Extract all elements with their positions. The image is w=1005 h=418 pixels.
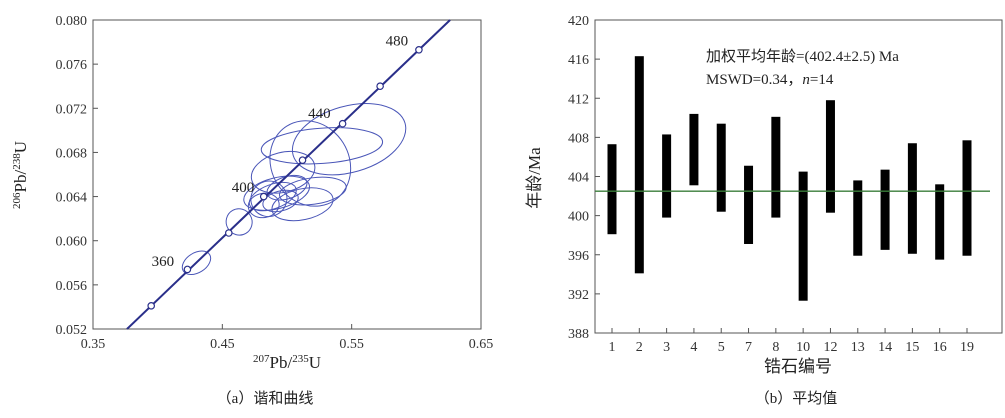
concordia-ylabel: 206Pb/238U [11, 141, 30, 209]
age-error-bar [798, 171, 808, 301]
concordia-y-tick-label: 0.056 [56, 279, 88, 294]
age-error-bar [853, 180, 863, 256]
error-ellipse [262, 189, 299, 213]
age-error-bar [825, 100, 835, 213]
concordia-age-point [338, 119, 347, 128]
mean-age-y-tick-label: 392 [568, 288, 589, 303]
age-error-bar [607, 144, 617, 235]
mean-age-bars [607, 56, 972, 301]
n-symbol: n [802, 72, 810, 88]
mean-age-x-tick-label: 15 [905, 340, 919, 355]
mean-age-x-tick-label: 19 [960, 340, 974, 355]
error-ellipse [181, 250, 212, 276]
mean-age-x-tick-label: 8 [772, 340, 779, 355]
mean-age-y-tick-label: 400 [568, 210, 589, 225]
concordia-xlabel: 207Pb/235U [253, 353, 321, 372]
mean-age-x-tick-label: 10 [796, 340, 810, 355]
error-ellipse [291, 103, 407, 176]
age-error-bar [662, 134, 672, 218]
mean-age-x-tick-label: 16 [933, 340, 947, 355]
concordia-age-point [259, 192, 268, 201]
age-error-bar [744, 165, 754, 244]
concordia-x-tick-label: 0.55 [339, 337, 364, 352]
concordia-age-label: 480 [386, 33, 409, 49]
n-value: =14 [810, 72, 834, 88]
error-ellipse [250, 150, 316, 194]
mean-age-y-tick-label: 420 [568, 14, 589, 29]
mean-age-x-tick-label: 2 [636, 340, 643, 355]
concordia-age-label: 400 [232, 180, 255, 196]
concordia-caption: （a）谐和曲线 [217, 390, 314, 407]
age-error-bar [634, 56, 644, 274]
mean-age-y-tick-label: 408 [568, 131, 589, 146]
mean-age-x-tick-label: 12 [823, 340, 837, 355]
mean-age-x-tick-label: 1 [609, 340, 616, 355]
concordia-curve [126, 19, 451, 330]
concordia-age-point [183, 265, 192, 274]
concordia-ellipses [181, 103, 407, 276]
concordia-ticks: 0.35 0.45 0.55 0.65 0.052 0.056 0.060 0.064 0.06… [56, 14, 494, 352]
mean-age-y-tick-label: 404 [568, 171, 589, 186]
error-ellipse [271, 187, 334, 222]
age-error-bar [935, 184, 945, 260]
mean-age-y-tick-label: 412 [568, 92, 589, 107]
error-ellipse [248, 181, 297, 212]
concordia-y-tick-label: 0.068 [56, 146, 88, 161]
error-ellipse [260, 127, 384, 165]
error-ellipse [225, 208, 253, 236]
concordia-age-labels: 480 440 400 360 [152, 33, 409, 270]
mswd-text: MSWD=0.34， [706, 72, 802, 88]
mean-age-xlabel: 锆石编号 [764, 357, 832, 376]
mean-annotation-line1: 加权平均年龄=(402.4±2.5) Ma [706, 48, 899, 65]
concordia-y-tick-label: 0.052 [56, 323, 88, 338]
error-ellipse [279, 176, 347, 206]
mean-age-x-tick-label: 3 [663, 340, 670, 355]
concordia-y-tick-label: 0.072 [56, 102, 88, 117]
concordia-age-point [147, 302, 156, 310]
concordia-y-tick-label: 0.076 [56, 58, 88, 73]
concordia-y-tick-label: 0.064 [56, 191, 88, 206]
concordia-plot-frame [92, 19, 482, 330]
mean-age-x-tick-label: 13 [851, 340, 865, 355]
concordia-curve-group [126, 19, 451, 330]
age-error-bar [880, 169, 890, 250]
concordia-x-tick-label: 0.65 [469, 337, 494, 352]
age-error-bar [907, 143, 917, 254]
concordia-age-label: 440 [308, 106, 331, 122]
mean-age-x-tick-label: 7 [745, 340, 752, 355]
age-error-bar [689, 113, 699, 186]
age-error-bar [771, 116, 781, 218]
concordia-x-tick-label: 0.45 [210, 337, 235, 352]
mean-age-y-tick-label: 396 [568, 249, 589, 264]
mean-age-x-tick-label: 14 [878, 340, 892, 355]
mean-age-ylabel: 年龄/Ma [525, 147, 544, 209]
mean-age-plot-frame [594, 19, 1003, 334]
mean-age-y-tick-label: 388 [568, 327, 589, 342]
concordia-age-label: 360 [152, 254, 175, 270]
concordia-age-point [298, 156, 307, 164]
error-ellipse [243, 175, 310, 211]
mean-annotation-line2: MSWD=0.34，n=14 [706, 72, 834, 88]
mean-age-x-tick-label: 5 [718, 340, 725, 355]
concordia-y-tick-label: 0.060 [56, 235, 88, 250]
concordia-x-tick-label: 0.35 [81, 337, 106, 352]
age-error-bar [962, 140, 972, 256]
mean-age-x-tick-label: 4 [690, 340, 697, 355]
concordia-age-point [415, 45, 423, 54]
mean-age-caption: （b）平均值 [755, 390, 838, 407]
mean-age-y-tick-label: 416 [568, 53, 589, 68]
age-error-bar [716, 123, 726, 212]
concordia-panel: 0.35 0.45 0.55 0.65 0.052 0.056 0.060 0.064 0.06… [11, 14, 493, 407]
concordia-points [147, 45, 423, 310]
concordia-y-tick-label: 0.080 [56, 14, 88, 29]
concordia-age-point [376, 82, 384, 91]
concordia-age-point [225, 229, 233, 237]
